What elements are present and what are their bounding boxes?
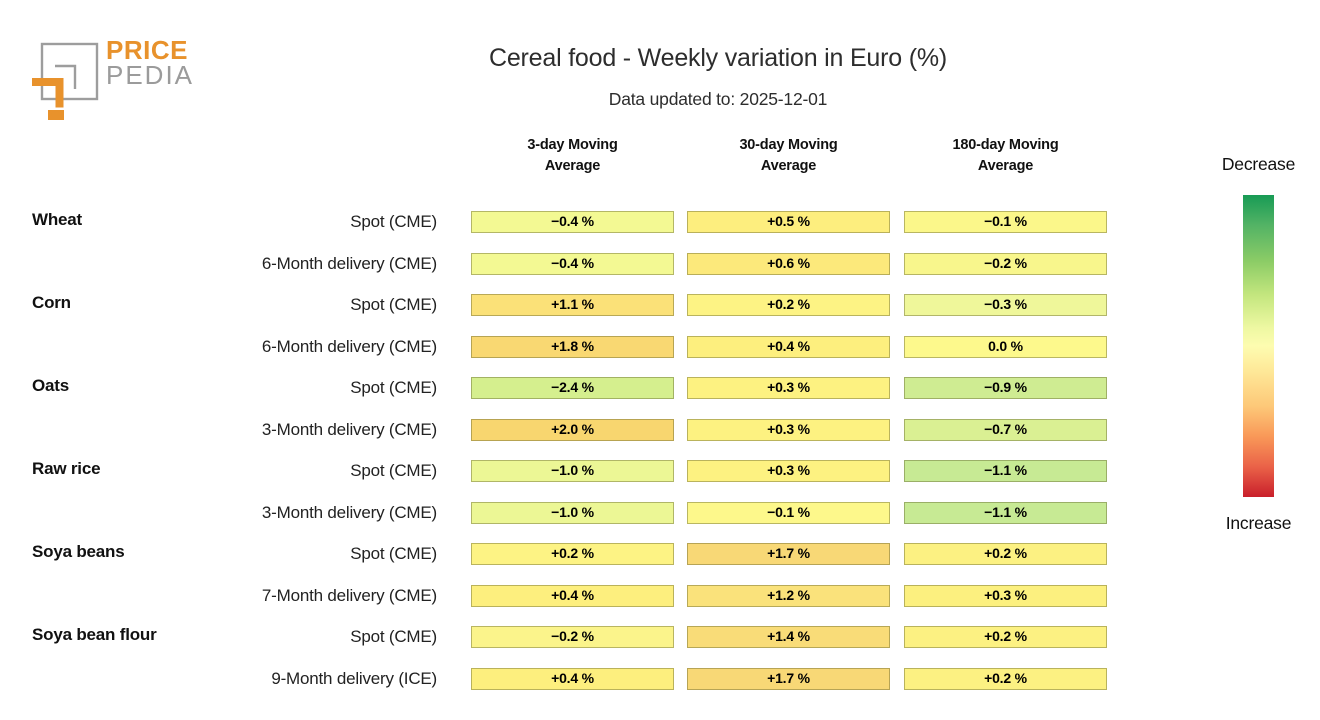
heatmap-cell: 0.0 % <box>904 335 1107 358</box>
row-contract-label: Spot (CME) <box>350 212 437 231</box>
row-contract-label: Spot (CME) <box>350 627 437 646</box>
heatmap-cell: −1.1 % <box>904 460 1107 482</box>
row-group-label: Wheat <box>32 210 83 229</box>
heatmap-cell: +0.4 % <box>471 584 674 607</box>
row-contract-label: 9-Month delivery (ICE) <box>271 668 437 688</box>
heatmap-cell: −0.4 % <box>471 211 674 233</box>
heatmap-cell: −0.7 % <box>904 418 1107 441</box>
heatmap-cell: +0.2 % <box>904 667 1107 690</box>
heatmap-cell: −0.2 % <box>904 252 1107 275</box>
heatmap-cell: +0.4 % <box>471 667 674 690</box>
heatmap-cell: −1.1 % <box>904 501 1107 524</box>
row-contract-label: Spot (CME) <box>350 295 437 314</box>
pricepedia-logo-icon <box>32 42 99 120</box>
column-header: 30-day Moving Average <box>739 137 838 174</box>
pricepedia-logo: PRICE PEDIA <box>30 30 290 120</box>
chart-titles: Cereal food - Weekly variation in Euro (… <box>58 44 1320 110</box>
heatmap-cell: +1.7 % <box>687 543 890 565</box>
chart-title: Cereal food - Weekly variation in Euro (… <box>489 44 947 72</box>
heatmap-cell: −0.9 % <box>904 377 1107 399</box>
heatmap-cell: +2.0 % <box>471 418 674 441</box>
legend-decrease-label: Decrease <box>1221 154 1296 174</box>
heatmap-cell: +0.3 % <box>687 377 890 399</box>
column-header: 180-day Moving Average <box>952 137 1059 174</box>
legend-increase-label: Increase <box>1225 513 1292 533</box>
heatmap-cell: +0.4 % <box>687 335 890 358</box>
row-contract-label: 7-Month delivery (CME) <box>261 585 437 605</box>
heatmap-cell: −0.2 % <box>471 626 674 648</box>
row-contract-label: 3-Month delivery (CME) <box>261 502 437 522</box>
row-contract-label: 6-Month delivery (CME) <box>261 253 437 273</box>
logo-word-price: PRICE <box>106 35 188 65</box>
row-group-label: Soya bean flour <box>32 625 157 644</box>
legend-gradient-bar <box>1243 195 1274 497</box>
row-contract-label: Spot (CME) <box>350 378 437 397</box>
heatmap-cell: +1.8 % <box>471 335 674 358</box>
heatmap-cell: −2.4 % <box>471 377 674 399</box>
row-group-label: Oats <box>32 376 69 395</box>
heatmap-cell: +0.2 % <box>687 294 890 316</box>
row-group-label: Corn <box>32 293 71 312</box>
row-contract-label: Spot (CME) <box>350 461 437 480</box>
logo-word-pedia: PEDIA <box>106 60 195 90</box>
column-header: 3-day Moving Average <box>527 137 618 174</box>
heatmap-cell: +0.3 % <box>687 460 890 482</box>
heatmap-cell: +0.2 % <box>904 626 1107 648</box>
heatmap-cell: +0.6 % <box>687 252 890 275</box>
heatmap-cell: +1.4 % <box>687 626 890 648</box>
row-contract-label: Spot (CME) <box>350 544 437 563</box>
heatmap-cell: −1.0 % <box>471 460 674 482</box>
heatmap-cell: +1.1 % <box>471 294 674 316</box>
heatmap-cell: +1.7 % <box>687 667 890 690</box>
heatmap-cell: +0.2 % <box>471 543 674 565</box>
row-contract-label: 6-Month delivery (CME) <box>261 336 437 356</box>
pricepedia-logo-text: PRICE PEDIA <box>106 35 195 90</box>
heatmap-cell: −0.1 % <box>687 501 890 524</box>
heatmap-cell: +0.2 % <box>904 543 1107 565</box>
heatmap-cell: −0.3 % <box>904 294 1107 316</box>
row-group-label: Soya beans <box>32 542 125 561</box>
heatmap-cell: +0.3 % <box>904 584 1107 607</box>
row-group-label: Raw rice <box>32 459 101 478</box>
heatmap-cell: −0.1 % <box>904 211 1107 233</box>
row-contract-label: 3-Month delivery (CME) <box>261 419 437 439</box>
heatmap-cell: +0.3 % <box>687 418 890 441</box>
heatmap-cell: +1.2 % <box>687 584 890 607</box>
heatmap-cell: +0.5 % <box>687 211 890 233</box>
heatmap-cell: −1.0 % <box>471 501 674 524</box>
chart-subtitle: Data updated to: 2025-12-01 <box>608 89 828 109</box>
heatmap-cell: −0.4 % <box>471 252 674 275</box>
